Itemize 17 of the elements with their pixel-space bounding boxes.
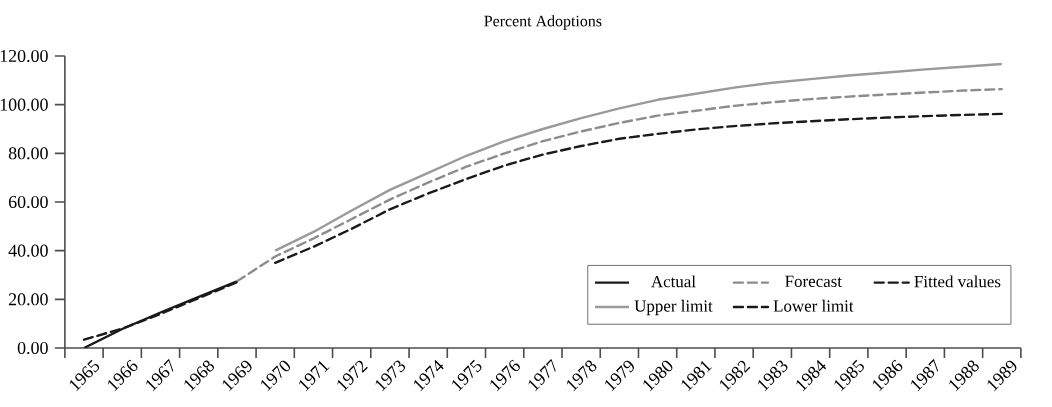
line-series — [274, 62, 1003, 252]
legend-label: Fitted values — [914, 275, 1001, 288]
y-tick-label: 120.00 — [0, 49, 48, 63]
y-tick-label: 100.00 — [0, 98, 48, 111]
y-tick-label: 20.00 — [8, 293, 48, 306]
y-tick-label: 0.00 — [17, 341, 48, 355]
line-series — [274, 112, 1003, 265]
legend-label: Forecast — [785, 275, 842, 287]
y-tick-label: 60.00 — [8, 195, 48, 209]
y-tick-label: 80.00 — [8, 147, 48, 160]
x-tick-label: 1981 — [681, 361, 713, 392]
legend-label: Actual — [651, 275, 696, 288]
chart-title: Percent Adoptions — [484, 15, 602, 30]
y-tick-label: 40.00 — [8, 244, 48, 257]
legend-label: Lower limit — [773, 299, 854, 312]
legend-label: Upper limit — [634, 299, 713, 316]
x-tick-label: 1971 — [299, 361, 330, 392]
